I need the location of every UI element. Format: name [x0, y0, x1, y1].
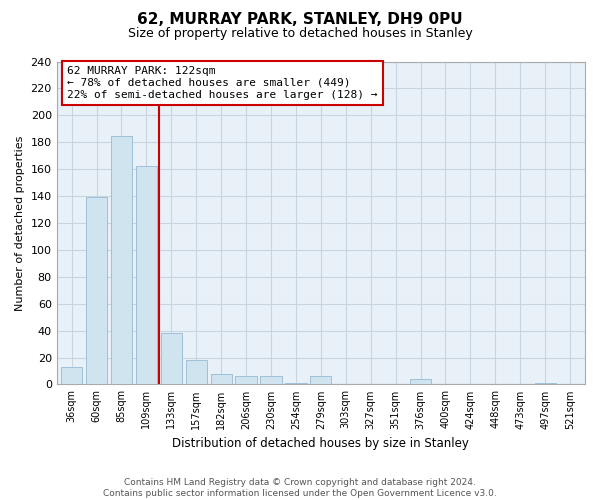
Text: 62, MURRAY PARK, STANLEY, DH9 0PU: 62, MURRAY PARK, STANLEY, DH9 0PU: [137, 12, 463, 28]
Y-axis label: Number of detached properties: Number of detached properties: [15, 136, 25, 310]
Bar: [111, 136, 132, 384]
Bar: [260, 376, 281, 384]
Bar: [61, 367, 82, 384]
Bar: [310, 376, 331, 384]
Bar: [185, 360, 207, 384]
Bar: [286, 383, 307, 384]
Bar: [161, 334, 182, 384]
Text: Size of property relative to detached houses in Stanley: Size of property relative to detached ho…: [128, 28, 472, 40]
Bar: [535, 383, 556, 384]
Bar: [136, 166, 157, 384]
Bar: [211, 374, 232, 384]
Bar: [410, 379, 431, 384]
Bar: [235, 376, 257, 384]
Text: Contains HM Land Registry data © Crown copyright and database right 2024.
Contai: Contains HM Land Registry data © Crown c…: [103, 478, 497, 498]
Bar: [86, 198, 107, 384]
Text: 62 MURRAY PARK: 122sqm
← 78% of detached houses are smaller (449)
22% of semi-de: 62 MURRAY PARK: 122sqm ← 78% of detached…: [67, 66, 378, 100]
X-axis label: Distribution of detached houses by size in Stanley: Distribution of detached houses by size …: [172, 437, 469, 450]
